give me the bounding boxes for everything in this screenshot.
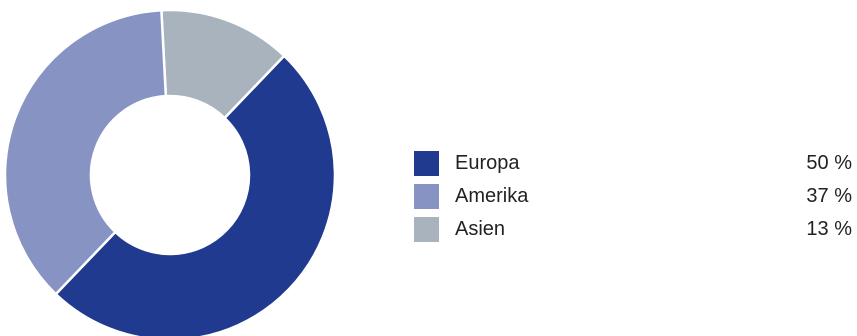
slice-europa bbox=[54, 54, 337, 336]
legend-swatch-asien bbox=[414, 217, 439, 242]
legend-label-europa: Europa bbox=[455, 152, 520, 174]
slice-amerika bbox=[3, 8, 168, 296]
legend-swatch-amerika bbox=[414, 184, 439, 209]
donut-chart bbox=[3, 8, 337, 336]
legend-item-europa: Europa 50 % bbox=[414, 150, 857, 183]
legend-value-asien: 13 % bbox=[806, 218, 852, 240]
legend-item-amerika: Amerika 37 % bbox=[414, 183, 857, 216]
legend-value-europa: 50 % bbox=[806, 152, 852, 174]
legend-label-asien: Asien bbox=[455, 218, 506, 240]
legend-swatch-europa bbox=[414, 151, 439, 176]
legend: Europa 50 % Amerika 37 % Asien 13 % bbox=[414, 150, 857, 249]
legend-item-asien: Asien 13 % bbox=[414, 216, 857, 249]
legend-label-amerika: Amerika bbox=[455, 185, 529, 207]
legend-value-amerika: 37 % bbox=[806, 185, 852, 207]
